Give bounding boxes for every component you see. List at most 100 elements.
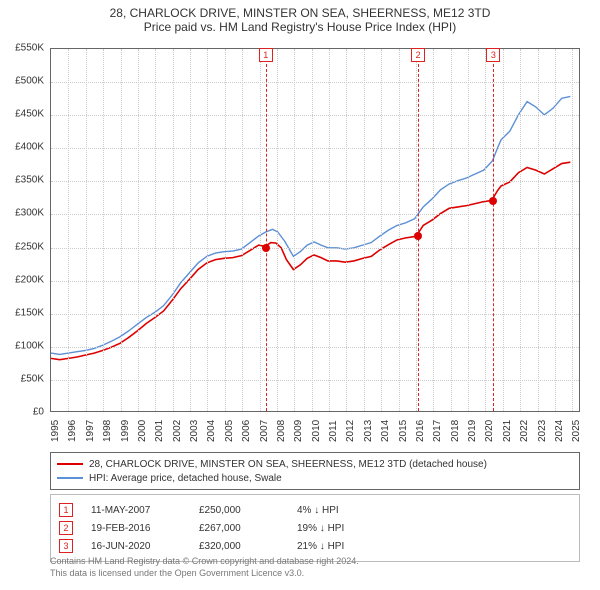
event-badge: 3 xyxy=(59,539,73,553)
y-tick-label: £200K xyxy=(15,274,44,285)
footer: Contains HM Land Registry data © Crown c… xyxy=(50,556,580,579)
legend-swatch xyxy=(57,477,83,479)
grid-line-h xyxy=(51,82,579,83)
event-date: 19-FEB-2016 xyxy=(91,523,181,534)
legend-row: HPI: Average price, detached house, Swal… xyxy=(57,471,573,485)
grid-line-v xyxy=(364,49,365,411)
event-price: £267,000 xyxy=(199,523,279,534)
y-tick-label: £400K xyxy=(15,142,44,153)
event-marker-line xyxy=(418,49,419,411)
grid-line-v xyxy=(555,49,556,411)
footer-line-1: Contains HM Land Registry data © Crown c… xyxy=(50,556,580,568)
event-marker-line xyxy=(266,49,267,411)
grid-line-v xyxy=(346,49,347,411)
x-tick-label: 2005 xyxy=(224,420,235,442)
x-tick-label: 1998 xyxy=(102,420,113,442)
x-tick-label: 1996 xyxy=(67,420,78,442)
x-tick-label: 2007 xyxy=(259,420,270,442)
title-line-2: Price paid vs. HM Land Registry's House … xyxy=(10,20,590,34)
event-delta: 19% ↓ HPI xyxy=(297,523,344,534)
y-tick-label: £350K xyxy=(15,175,44,186)
chart-plot-area: 123 xyxy=(50,48,580,412)
x-tick-label: 1999 xyxy=(120,420,131,442)
x-tick-label: 2015 xyxy=(398,420,409,442)
grid-line-v xyxy=(520,49,521,411)
y-tick-label: £250K xyxy=(15,241,44,252)
x-axis-labels: 1995199619971998199920002001200220032004… xyxy=(50,414,580,448)
page: 28, CHARLOCK DRIVE, MINSTER ON SEA, SHEE… xyxy=(0,0,600,590)
grid-line-v xyxy=(86,49,87,411)
x-tick-label: 2018 xyxy=(450,420,461,442)
x-tick-label: 2020 xyxy=(484,420,495,442)
grid-line-v xyxy=(294,49,295,411)
title-block: 28, CHARLOCK DRIVE, MINSTER ON SEA, SHEE… xyxy=(0,0,600,36)
grid-line-v xyxy=(416,49,417,411)
grid-line-h xyxy=(51,148,579,149)
grid-line-v xyxy=(207,49,208,411)
x-tick-label: 2000 xyxy=(137,420,148,442)
event-point-marker xyxy=(489,197,497,205)
grid-line-v xyxy=(538,49,539,411)
event-marker-badge: 1 xyxy=(259,48,273,62)
event-badge: 1 xyxy=(59,503,73,517)
x-tick-label: 2006 xyxy=(241,420,252,442)
line-series-svg xyxy=(51,49,579,411)
grid-line-h xyxy=(51,314,579,315)
y-tick-label: £500K xyxy=(15,76,44,87)
legend-row: 28, CHARLOCK DRIVE, MINSTER ON SEA, SHEE… xyxy=(57,457,573,471)
y-tick-label: £50K xyxy=(21,373,44,384)
event-date: 16-JUN-2020 xyxy=(91,541,181,552)
grid-line-v xyxy=(190,49,191,411)
x-tick-label: 1997 xyxy=(85,420,96,442)
grid-line-v xyxy=(468,49,469,411)
grid-line-v xyxy=(121,49,122,411)
x-tick-label: 2010 xyxy=(311,420,322,442)
x-tick-label: 2019 xyxy=(467,420,478,442)
event-marker-badge: 2 xyxy=(411,48,425,62)
x-tick-label: 2004 xyxy=(206,420,217,442)
x-tick-label: 2021 xyxy=(502,420,513,442)
x-tick-label: 1995 xyxy=(50,420,61,442)
grid-line-v xyxy=(277,49,278,411)
grid-line-v xyxy=(138,49,139,411)
event-row: 2 19-FEB-2016 £267,000 19% ↓ HPI xyxy=(59,519,571,537)
grid-line-v xyxy=(381,49,382,411)
x-tick-label: 2014 xyxy=(380,420,391,442)
event-point-marker xyxy=(414,232,422,240)
grid-line-v xyxy=(173,49,174,411)
footer-line-2: This data is licensed under the Open Gov… xyxy=(50,568,580,580)
grid-line-h xyxy=(51,248,579,249)
x-tick-label: 2022 xyxy=(519,420,530,442)
grid-line-h xyxy=(51,347,579,348)
event-badge: 2 xyxy=(59,521,73,535)
grid-line-v xyxy=(103,49,104,411)
grid-line-v xyxy=(155,49,156,411)
x-tick-label: 2013 xyxy=(363,420,374,442)
y-tick-label: £450K xyxy=(15,109,44,120)
x-tick-label: 2012 xyxy=(345,420,356,442)
grid-line-v xyxy=(399,49,400,411)
x-tick-label: 2001 xyxy=(154,420,165,442)
legend-label: 28, CHARLOCK DRIVE, MINSTER ON SEA, SHEE… xyxy=(89,459,487,470)
grid-line-v xyxy=(503,49,504,411)
grid-line-h xyxy=(51,115,579,116)
grid-line-h xyxy=(51,380,579,381)
x-tick-label: 2023 xyxy=(537,420,548,442)
y-tick-label: £100K xyxy=(15,340,44,351)
y-tick-label: £0 xyxy=(33,407,44,418)
grid-line-v xyxy=(242,49,243,411)
grid-line-v xyxy=(485,49,486,411)
grid-line-h xyxy=(51,181,579,182)
y-axis-labels: £0£50K£100K£150K£200K£250K£300K£350K£400… xyxy=(0,48,46,412)
event-price: £250,000 xyxy=(199,505,279,516)
grid-line-v xyxy=(572,49,573,411)
grid-line-v xyxy=(329,49,330,411)
x-tick-label: 2002 xyxy=(172,420,183,442)
x-tick-label: 2024 xyxy=(554,420,565,442)
legend-label: HPI: Average price, detached house, Swal… xyxy=(89,473,282,484)
y-tick-label: £550K xyxy=(15,43,44,54)
legend: 28, CHARLOCK DRIVE, MINSTER ON SEA, SHEE… xyxy=(50,452,580,490)
y-tick-label: £300K xyxy=(15,208,44,219)
event-point-marker xyxy=(262,244,270,252)
x-tick-label: 2011 xyxy=(328,420,339,442)
